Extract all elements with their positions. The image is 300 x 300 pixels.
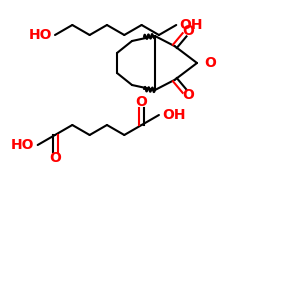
- Text: O: O: [204, 56, 216, 70]
- Text: O: O: [136, 95, 148, 109]
- Text: HO: HO: [28, 28, 52, 42]
- Text: O: O: [183, 24, 194, 38]
- Text: HO: HO: [11, 138, 35, 152]
- Text: O: O: [49, 151, 61, 165]
- Text: OH: OH: [162, 108, 185, 122]
- Text: OH: OH: [179, 18, 203, 32]
- Text: O: O: [183, 88, 194, 102]
